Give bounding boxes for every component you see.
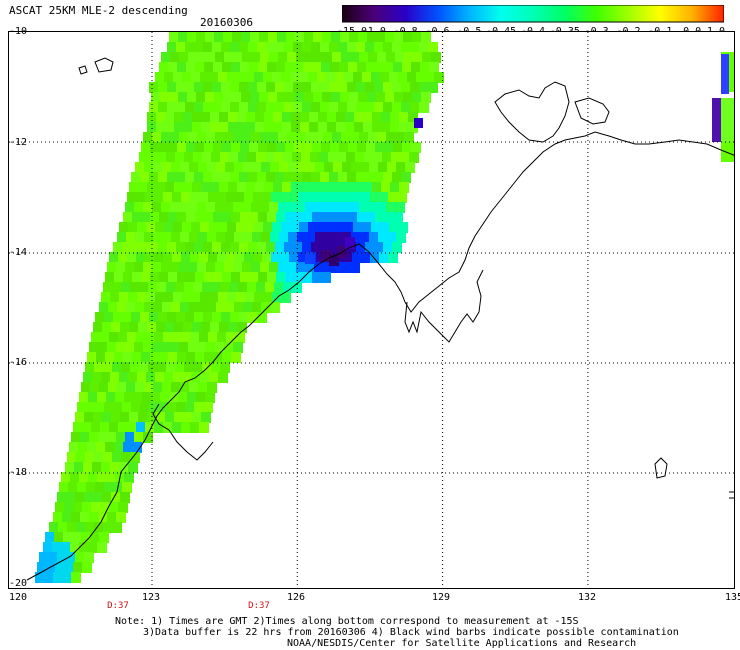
coastline-segment — [654, 457, 668, 479]
note-line-1: Note: 1) Times are GMT 2)Times along bot… — [115, 616, 579, 627]
note-line-3: NOAA/NESDIS/Center for Satellite Applica… — [287, 638, 637, 649]
coastline-segment — [152, 403, 214, 461]
coastline — [26, 57, 734, 581]
lat-label: -16 — [9, 357, 28, 368]
ascat-swath — [35, 32, 444, 583]
lon-label: 123 — [141, 592, 161, 603]
coastline-segment — [78, 65, 88, 75]
time-label: D:37 — [248, 601, 270, 611]
lat-label: -18 — [9, 467, 28, 478]
note-line-2: 3)Data buffer is 22 hrs from 20160306 4)… — [143, 627, 679, 638]
time-label: D:37 — [107, 601, 129, 611]
coastline-segment — [729, 491, 734, 499]
coastline-segment — [94, 57, 114, 73]
lon-label: 129 — [431, 592, 451, 603]
lat-label: -12 — [9, 137, 28, 148]
coastline-segment — [494, 81, 570, 143]
product-title: ASCAT 25KM MLE-2 descending — [9, 4, 188, 17]
lat-label: -10 — [9, 26, 28, 37]
lon-label: 132 — [577, 592, 597, 603]
ascat-map — [9, 32, 734, 588]
lat-label: -14 — [9, 247, 28, 258]
coastline-segment — [404, 269, 484, 343]
lat-label: -20 — [9, 578, 28, 589]
ascat-swath-east — [712, 52, 734, 162]
lon-label: 120 — [9, 592, 28, 603]
map-frame — [8, 31, 735, 589]
colorbar — [342, 5, 724, 23]
coastline-segment — [26, 131, 734, 581]
map-gridlines — [9, 32, 734, 588]
lon-label: 135 — [725, 592, 740, 603]
coastline-segment — [574, 97, 610, 125]
lon-label: 126 — [286, 592, 306, 603]
colorbar-gradient — [342, 5, 724, 23]
product-date: 20160306 — [200, 16, 253, 29]
